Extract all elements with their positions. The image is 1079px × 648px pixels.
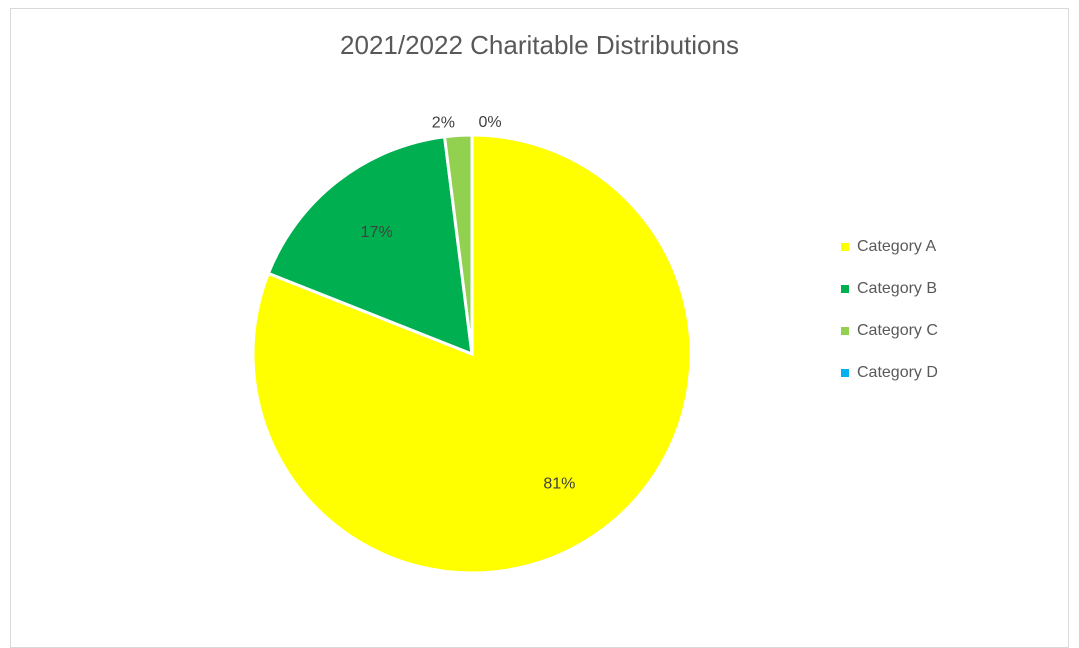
data-label-category-d: 0% bbox=[478, 114, 501, 131]
legend-item-category-a: Category A bbox=[841, 226, 938, 268]
legend-label: Category D bbox=[857, 364, 938, 381]
legend-item-category-d: Category D bbox=[841, 352, 938, 394]
pie-slice-category-b bbox=[266, 135, 474, 357]
legend-swatch bbox=[841, 285, 849, 293]
legend-item-category-c: Category C bbox=[841, 310, 938, 352]
legend-swatch bbox=[841, 369, 849, 377]
legend-swatch bbox=[841, 327, 849, 335]
legend-label: Category B bbox=[857, 280, 938, 297]
chart-title: 2021/2022 Charitable Distributions bbox=[340, 30, 739, 60]
pie-slice-category-c bbox=[442, 133, 474, 355]
data-label-category-b: 17% bbox=[361, 224, 393, 241]
legend-swatch bbox=[841, 243, 849, 251]
legend-label: Category C bbox=[857, 322, 938, 339]
data-label-category-c: 2% bbox=[432, 114, 455, 131]
legend-label: Category A bbox=[857, 238, 937, 255]
data-label-category-a: 81% bbox=[543, 476, 575, 493]
pie-chart: 81% 17% 2% 0% bbox=[251, 114, 693, 575]
legend-item-category-b: Category B bbox=[841, 268, 938, 310]
legend: Category A Category B Category C Category D bbox=[841, 226, 938, 394]
